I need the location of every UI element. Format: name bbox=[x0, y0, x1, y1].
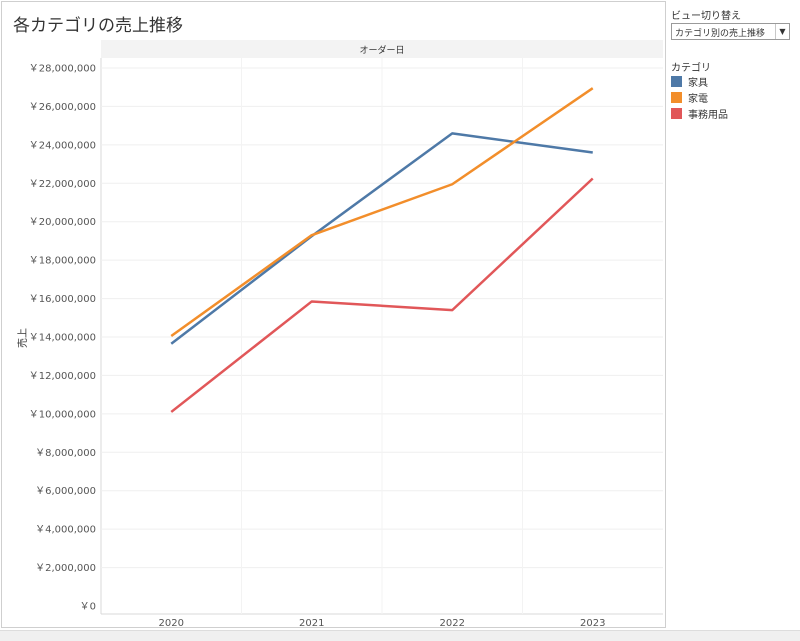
chevron-down-icon[interactable]: ▼ bbox=[775, 24, 789, 39]
y-tick-label: ￥22,000,000 bbox=[29, 179, 96, 190]
y-tick-label: ￥16,000,000 bbox=[29, 294, 96, 305]
y-tick-label: ￥4,000,000 bbox=[35, 525, 96, 536]
legend-item[interactable]: 家電 bbox=[671, 90, 708, 105]
chart-frame: 各カテゴリの売上推移 オーダー日 売上 ￥28,000,000 ￥26,000,0… bbox=[1, 1, 666, 628]
y-tick-label: ￥2,000,000 bbox=[35, 563, 96, 574]
y-tick-label: ￥28,000,000 bbox=[29, 64, 96, 75]
legend-label: 家具 bbox=[688, 77, 708, 89]
y-tick-label: ￥6,000,000 bbox=[35, 486, 96, 497]
line-chart: オーダー日 売上 ￥28,000,000 ￥26,000,000 ￥24,000,0… bbox=[16, 40, 663, 627]
y-tick-label: ￥26,000,000 bbox=[29, 102, 96, 113]
x-tick-label: 2020 bbox=[159, 618, 184, 627]
legend-swatch bbox=[671, 91, 682, 103]
y-tick-label: ￥24,000,000 bbox=[29, 140, 96, 151]
y-tick-label: ￥10,000,000 bbox=[29, 409, 96, 420]
header-band bbox=[101, 40, 663, 58]
view-switch-value: カテゴリ別の売上推移 bbox=[675, 29, 766, 39]
legend-item[interactable]: 家具 bbox=[671, 74, 708, 89]
y-tick-label: ￥20,000,000 bbox=[29, 217, 96, 228]
y-tick-label: ￥8,000,000 bbox=[35, 448, 96, 459]
legend-swatch bbox=[671, 107, 682, 119]
x-tick-label: 2021 bbox=[299, 618, 324, 627]
y-axis-title: 売上 bbox=[16, 328, 29, 348]
legend-swatch bbox=[671, 75, 682, 87]
view-switch-dropdown[interactable]: カテゴリ別の売上推移 ▼ bbox=[671, 23, 790, 40]
y-tick-label: ￥18,000,000 bbox=[29, 256, 96, 267]
legend-title: カテゴリ bbox=[671, 63, 711, 74]
x-tick-label: 2022 bbox=[440, 618, 465, 627]
legend-label: 家電 bbox=[688, 93, 708, 105]
chart-title: 各カテゴリの売上推移 bbox=[13, 16, 183, 36]
right-panel: ビュー切り替え カテゴリ別の売上推移 ▼ カテゴリ 家具家電事務用品 bbox=[668, 0, 800, 630]
series-line-2[interactable] bbox=[170, 177, 594, 413]
x-header-label: オーダー日 bbox=[359, 44, 404, 56]
y-tick-label: ￥14,000,000 bbox=[29, 333, 96, 344]
legend-item[interactable]: 事務用品 bbox=[671, 106, 728, 121]
legend-label: 事務用品 bbox=[688, 109, 728, 121]
x-tick-label: 2023 bbox=[580, 618, 605, 627]
y-tick-label: ￥0 bbox=[80, 602, 96, 613]
parameter-title: ビュー切り替え bbox=[671, 11, 741, 22]
y-tick-label: ￥12,000,000 bbox=[29, 371, 96, 382]
series-line-1[interactable] bbox=[170, 87, 594, 338]
series-line-0[interactable] bbox=[170, 132, 593, 345]
bottom-scrollbar[interactable] bbox=[0, 630, 800, 641]
